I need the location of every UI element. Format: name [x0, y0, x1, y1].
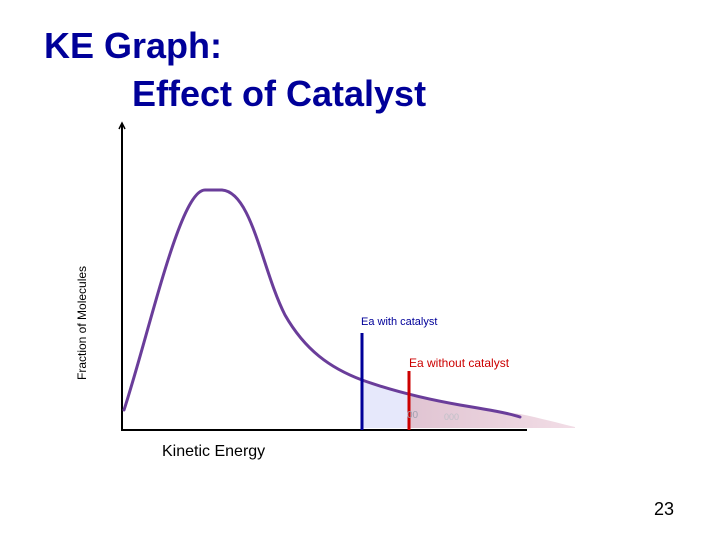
ea-without-catalyst-label: Ea without catalyst: [409, 356, 510, 370]
faint-marker-text-2: 000: [444, 412, 460, 422]
faint-marker-text-1: 00: [407, 410, 419, 421]
shade-with-catalyst-region: [362, 380, 409, 428]
slide-title-line-1: KE Graph:: [44, 25, 223, 66]
y-axis-arrow-icon: [118, 121, 126, 130]
x-axis-label: Kinetic Energy: [162, 443, 266, 460]
y-axis-label: Fraction of Molecules: [75, 265, 89, 380]
ea-with-catalyst-label: Ea with catalyst: [361, 316, 438, 328]
slide-number: 23: [654, 499, 675, 519]
ke-distribution-curve: [122, 188, 522, 419]
slide-title-line-2: Effect of Catalyst: [132, 73, 427, 114]
